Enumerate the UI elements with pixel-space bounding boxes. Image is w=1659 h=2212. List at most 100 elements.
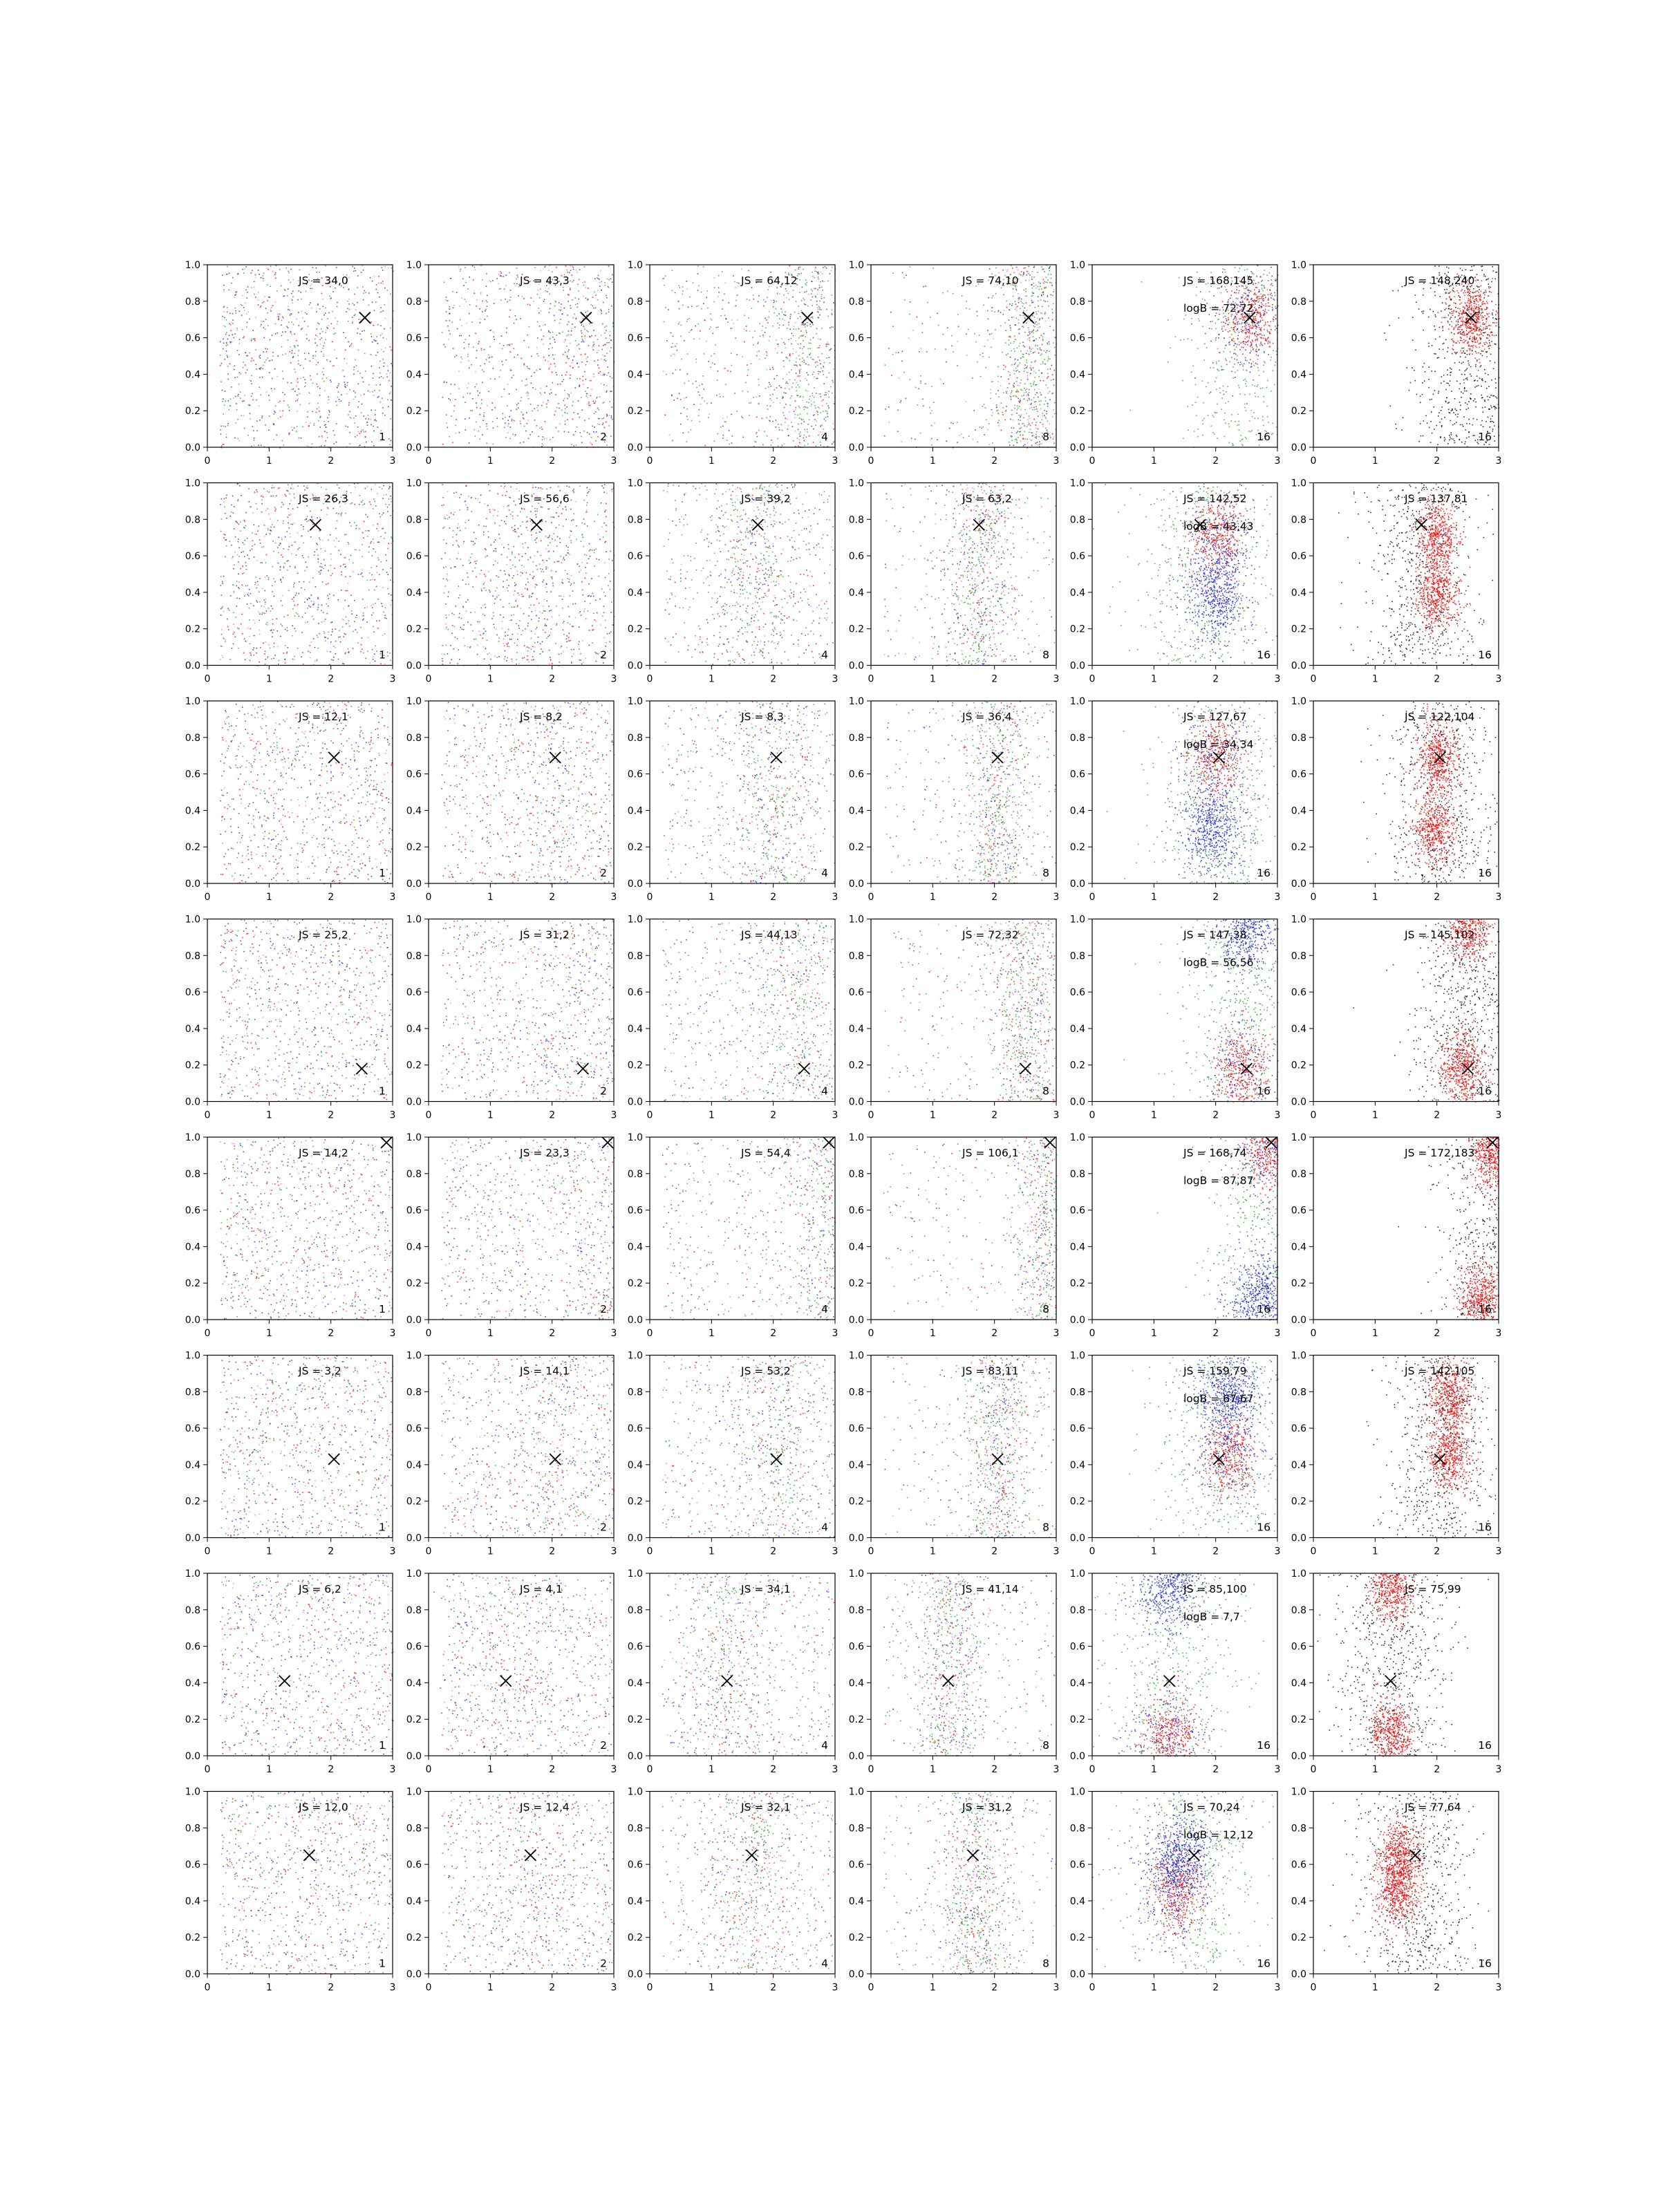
scatter-point	[326, 427, 327, 428]
scatter-point	[575, 431, 577, 433]
scatter-point	[552, 437, 554, 438]
scatter-point	[355, 436, 356, 438]
scatter-point	[290, 332, 292, 334]
scatter-point	[365, 292, 366, 293]
scatter-point	[336, 267, 337, 268]
scatter-point	[339, 399, 340, 400]
scatter-point	[376, 384, 377, 386]
scatter-point	[289, 310, 290, 311]
scatter-point	[372, 341, 373, 343]
scatter-point	[612, 281, 613, 283]
scatter-point	[533, 301, 534, 302]
scatter-point	[548, 348, 550, 350]
scatter-point	[364, 415, 365, 417]
scatter-point	[512, 377, 513, 379]
scatter-point	[446, 414, 447, 415]
scatter-point	[574, 356, 575, 357]
scatter-point	[389, 444, 391, 445]
scatter-point	[574, 326, 576, 328]
scatter-point	[249, 379, 250, 381]
scatter-point	[563, 400, 565, 402]
scatter-point	[259, 274, 260, 275]
scatter-point	[500, 299, 502, 301]
scatter-point	[227, 366, 229, 367]
scatter-point	[332, 291, 334, 292]
scatter-point	[278, 418, 279, 420]
scatter-point	[503, 413, 504, 415]
scatter-point	[536, 425, 538, 427]
scatter-point	[557, 384, 559, 385]
scatter-point	[233, 337, 234, 339]
scatter-point	[306, 335, 308, 336]
scatter-point	[280, 416, 281, 418]
scatter-point	[349, 309, 350, 310]
scatter-point	[234, 365, 236, 366]
scatter-point	[306, 422, 307, 423]
scatter-point	[592, 322, 593, 324]
scatter-point	[516, 389, 517, 391]
scatter-point	[354, 315, 355, 317]
scatter-point	[337, 405, 338, 406]
scatter-point	[272, 335, 273, 336]
scatter-point	[285, 331, 286, 332]
scatter-point	[503, 276, 504, 277]
scatter-point	[460, 357, 462, 358]
scatter-point	[304, 379, 306, 380]
scatter-point	[288, 406, 290, 408]
scatter-point	[237, 419, 238, 420]
scatter-point	[608, 342, 610, 344]
scatter-point	[532, 387, 534, 388]
scatter-point	[583, 384, 584, 385]
scatter-point	[387, 290, 388, 291]
scatter-point	[305, 312, 306, 314]
scatter-point	[540, 270, 541, 272]
scatter-point	[221, 363, 223, 364]
scatter-point	[275, 333, 276, 335]
scatter-point	[377, 397, 379, 398]
scatter-point	[252, 400, 254, 401]
scatter-point	[238, 438, 239, 440]
scatter-point	[588, 331, 589, 332]
scatter-point	[225, 426, 226, 427]
y-tick-label: 0.4	[185, 369, 200, 380]
scatter-point	[601, 359, 602, 360]
scatter-point	[255, 277, 256, 279]
scatter-point	[267, 312, 268, 314]
scatter-point	[263, 273, 265, 274]
scatter-point	[594, 432, 596, 433]
scatter-point	[500, 288, 502, 290]
scatter-point	[447, 326, 449, 327]
scatter-point	[524, 426, 525, 427]
scatter-point	[587, 432, 588, 433]
scatter-point	[475, 386, 476, 388]
scatter-point	[279, 411, 281, 412]
scatter-point	[355, 422, 356, 424]
scatter-point	[310, 422, 311, 424]
scatter-point	[260, 395, 261, 396]
scatter-point	[353, 374, 355, 375]
scatter-point	[550, 393, 551, 395]
scatter-point	[223, 425, 224, 427]
scatter-point	[482, 301, 483, 302]
scatter-point	[317, 362, 319, 364]
scatter-point	[236, 291, 238, 292]
scatter-point	[324, 342, 326, 344]
x-tick-label: 1	[266, 456, 272, 467]
scatter-point	[353, 369, 355, 371]
scatter-point	[291, 382, 292, 384]
scatter-point	[297, 400, 299, 401]
scatter-point	[312, 357, 314, 359]
scatter-point	[235, 308, 236, 309]
scatter-point	[384, 328, 385, 330]
scatter-point	[529, 326, 530, 328]
scatter-point	[226, 274, 227, 275]
scatter-point	[555, 411, 556, 412]
scatter-point	[328, 325, 329, 326]
scatter-point	[301, 329, 302, 330]
scatter-point	[599, 368, 600, 369]
scatter-point	[246, 313, 247, 315]
scatter-point	[223, 343, 225, 344]
scatter-point	[325, 265, 326, 267]
scatter-point	[292, 334, 293, 335]
scatter-point	[521, 412, 523, 413]
